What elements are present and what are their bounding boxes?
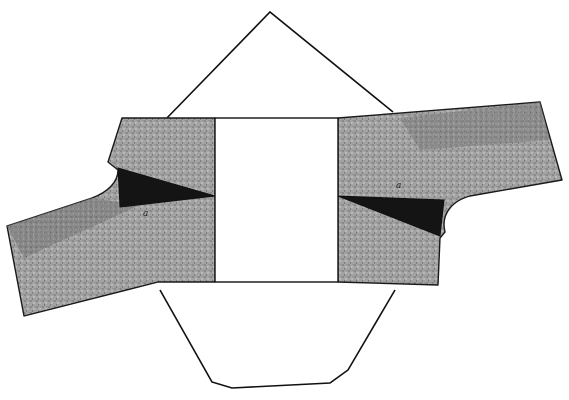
right-label: a (396, 181, 401, 191)
lower-flap-outline (159, 289, 396, 389)
left-band-shadow (7, 198, 140, 258)
left-label: a (143, 209, 148, 219)
right-band (337, 101, 563, 286)
right-band-shadow (400, 102, 550, 150)
right-wedge (337, 195, 445, 237)
upper-flap-outline (164, 10, 394, 121)
left-wedge (117, 167, 216, 208)
center-window (214, 117, 339, 283)
